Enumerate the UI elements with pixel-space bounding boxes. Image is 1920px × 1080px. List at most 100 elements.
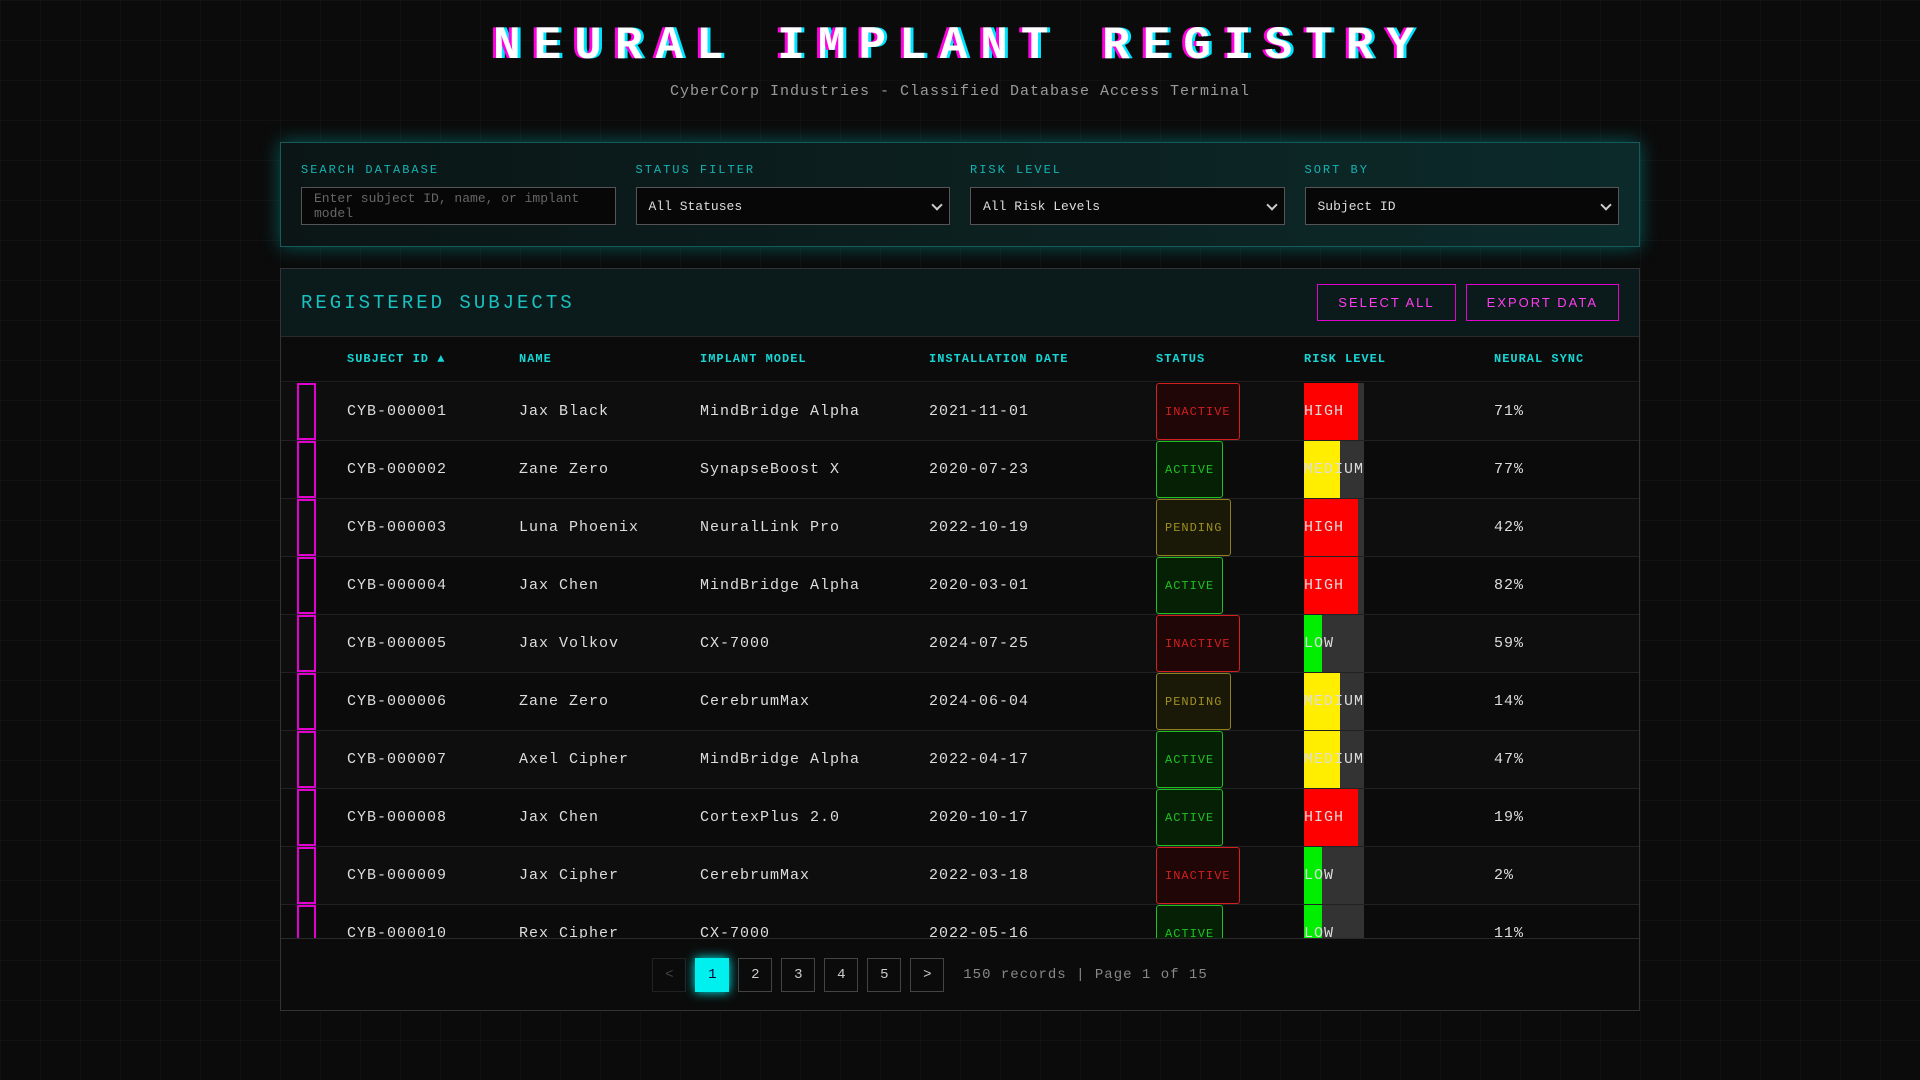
filter-label: STATUS FILTER [636, 163, 951, 177]
table-header: REGISTERED SUBJECTS SELECT ALL EXPORT DA… [281, 269, 1639, 337]
cell-text: CYB-000006 [347, 673, 447, 730]
risk-label: MEDIUM [1304, 441, 1364, 498]
cell-text: 14% [1494, 673, 1524, 730]
status-badge: PENDING [1156, 499, 1231, 556]
cell-text: CX-7000 [700, 615, 770, 672]
cell-text: CYB-000008 [347, 789, 447, 846]
page-info: 150 records | Page 1 of 15 [963, 967, 1207, 983]
checkbox[interactable] [297, 383, 316, 440]
cell-text: CYB-000002 [347, 441, 447, 498]
filter-select[interactable]: All Statuses [636, 187, 951, 225]
subtitle: CyberCorp Industries - Classified Databa… [0, 83, 1920, 100]
status-badge: INACTIVE [1156, 383, 1240, 440]
filter: SEARCH DATABASE Enter subject ID, name, o… [301, 163, 616, 226]
table-row: CYB-000001 Jax Black MindBridge Alpha 2021-… [281, 383, 1639, 441]
filter-label: RISK LEVEL [970, 163, 1285, 177]
cell-text: 2022-04-17 [929, 731, 1029, 788]
cell-text: 71% [1494, 383, 1524, 440]
column-header: INSTALLATION DATE [929, 337, 1068, 381]
cell-text: CYB-000004 [347, 557, 447, 614]
cell-text: Luna Phoenix [519, 499, 639, 556]
filter-select[interactable]: Subject ID [1305, 187, 1620, 225]
cell-text: CerebrumMax [700, 847, 810, 904]
table-row: CYB-000006 Zane Zero CerebrumMax 2024-06-04… [281, 673, 1639, 731]
cell-text: 19% [1494, 789, 1524, 846]
cell-text: 59% [1494, 615, 1524, 672]
cell-text: Jax Black [519, 383, 609, 440]
cell-text: MindBridge Alpha [700, 731, 860, 788]
filter-panel: SEARCH DATABASE Enter subject ID, name, o… [280, 142, 1640, 247]
risk-label: HIGH [1304, 383, 1344, 440]
next-page[interactable]: > [910, 958, 944, 992]
cell-text: SynapseBoost X [700, 441, 840, 498]
cell-text: Zane Zero [519, 441, 609, 498]
filter-label: SEARCH DATABASE [301, 163, 616, 177]
cell-text: CYB-000001 [347, 383, 447, 440]
cell-text: 2020-03-01 [929, 557, 1029, 614]
checkbox[interactable] [297, 789, 316, 846]
cell-text: Axel Cipher [519, 731, 629, 788]
checkbox[interactable] [297, 731, 316, 788]
cell-text: CYB-000003 [347, 499, 447, 556]
cell-text: 2020-07-23 [929, 441, 1029, 498]
cell-text: Jax Chen [519, 557, 599, 614]
column-header: STATUS [1156, 337, 1205, 381]
table-row: CYB-000002 Zane Zero SynapseBoost X 2020-07… [281, 441, 1639, 499]
page-button[interactable]: 4 [824, 958, 858, 992]
checkbox[interactable] [297, 441, 316, 498]
cell-text: 2024-06-04 [929, 673, 1029, 730]
filter-label: SORT BY [1305, 163, 1620, 177]
prev-page[interactable]: < [652, 958, 686, 992]
cell-text: 2024-07-25 [929, 615, 1029, 672]
cell-text: Rex Cipher [519, 905, 619, 939]
cell-text: MindBridge Alpha [700, 557, 860, 614]
cell-text: CYB-000005 [347, 615, 447, 672]
cell-text: CYB-000009 [347, 847, 447, 904]
cell-text: CerebrumMax [700, 673, 810, 730]
table-row: CYB-000010Rex CipherCX-70002022-05-16ACT… [281, 905, 1639, 939]
cell-text: 2022-05-16 [929, 905, 1029, 939]
checkbox[interactable] [297, 847, 316, 904]
page-button[interactable]: 2 [738, 958, 772, 992]
column-header[interactable]: SUBJECT ID ▲ [347, 337, 445, 381]
cell-text: 77% [1494, 441, 1524, 498]
page-button[interactable]: 3 [781, 958, 815, 992]
cell-text: 2020-10-17 [929, 789, 1029, 846]
cell-text: 2022-10-19 [929, 499, 1029, 556]
page-button[interactable]: 1 [695, 958, 729, 992]
cell-text: Zane Zero [519, 673, 609, 730]
export-button[interactable]: EXPORT DATA [1466, 284, 1619, 321]
checkbox[interactable] [297, 557, 316, 614]
cell-text: 82% [1494, 557, 1524, 614]
status-badge: ACTIVE [1156, 789, 1223, 846]
select-all-button[interactable]: SELECT ALL [1317, 284, 1455, 321]
cell-text: NeuralLink Pro [700, 499, 840, 556]
dropdown-arrow [1600, 199, 1611, 210]
search-input[interactable]: Enter subject ID, name, or implant model [301, 187, 616, 225]
checkbox[interactable] [297, 673, 316, 730]
table-row: CYB-000003 Luna Phoenix NeuralLink Pro 2022… [281, 499, 1639, 557]
cell-text: 11% [1494, 905, 1524, 939]
cell-text: 2% [1494, 847, 1514, 904]
checkbox[interactable] [297, 499, 316, 556]
checkbox[interactable] [297, 615, 316, 672]
cell-text: 2021-11-01 [929, 383, 1029, 440]
risk-label: LOW [1304, 615, 1334, 672]
cell-text: Jax Chen [519, 789, 599, 846]
cell-text: MindBridge Alpha [700, 383, 860, 440]
filter: SORT BY Subject ID [1305, 163, 1620, 226]
cell-text: 2022-03-18 [929, 847, 1029, 904]
column-header: NAME [519, 337, 552, 381]
status-badge: ACTIVE [1156, 557, 1223, 614]
table-row: CYB-000005Jax VolkovCX-70002024-07-25INA… [281, 615, 1639, 673]
column-header: NEURAL SYNC [1494, 337, 1584, 381]
page-button[interactable]: 5 [867, 958, 901, 992]
checkbox[interactable] [297, 905, 316, 939]
status-badge: ACTIVE [1156, 905, 1223, 939]
filter-select[interactable]: All Risk Levels [970, 187, 1285, 225]
table-row: CYB-000008Jax ChenCortexPlus 2.02020-10-… [281, 789, 1639, 847]
risk-label: HIGH [1304, 499, 1344, 556]
status-badge: ACTIVE [1156, 441, 1223, 498]
cell-text: Jax Volkov [519, 615, 619, 672]
